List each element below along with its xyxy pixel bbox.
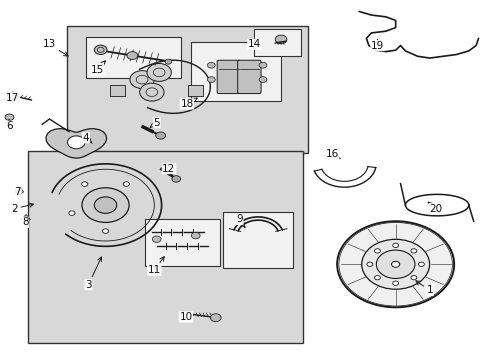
Bar [110, 85, 125, 96]
Bar [86, 37, 181, 78]
Circle shape [123, 182, 129, 186]
Circle shape [147, 63, 171, 81]
Circle shape [67, 136, 85, 149]
Circle shape [207, 62, 215, 68]
Text: 6: 6 [6, 120, 13, 131]
Circle shape [156, 132, 165, 139]
Circle shape [376, 250, 414, 279]
Bar [190, 42, 281, 101]
Circle shape [140, 83, 163, 101]
Text: 9: 9 [236, 215, 244, 228]
Text: 13: 13 [43, 40, 68, 56]
Circle shape [259, 77, 266, 82]
Text: 19: 19 [370, 40, 384, 50]
Circle shape [130, 71, 154, 89]
Circle shape [81, 182, 88, 186]
Circle shape [94, 45, 107, 54]
Circle shape [207, 77, 215, 82]
Circle shape [418, 262, 424, 266]
Circle shape [410, 249, 416, 253]
Text: 20: 20 [427, 202, 441, 214]
Bar [222, 212, 293, 268]
Text: 14: 14 [247, 40, 260, 49]
Circle shape [127, 51, 138, 59]
Polygon shape [21, 215, 30, 222]
FancyBboxPatch shape [217, 60, 240, 94]
Circle shape [374, 249, 380, 253]
Circle shape [69, 211, 75, 215]
Circle shape [361, 239, 429, 289]
Circle shape [8, 92, 18, 99]
Circle shape [392, 281, 398, 285]
Circle shape [410, 275, 416, 280]
Circle shape [366, 262, 372, 266]
Text: 4: 4 [82, 133, 92, 143]
Circle shape [82, 188, 129, 222]
Circle shape [102, 229, 108, 233]
Circle shape [191, 232, 200, 239]
Circle shape [152, 236, 161, 242]
Text: 16: 16 [325, 149, 340, 159]
Circle shape [392, 243, 398, 247]
Text: 8: 8 [22, 217, 28, 227]
Text: 12: 12 [162, 163, 175, 174]
Circle shape [5, 114, 14, 121]
Bar [66, 26, 307, 153]
Text: 11: 11 [147, 257, 164, 275]
Text: 10: 10 [179, 312, 193, 322]
Text: 15: 15 [90, 61, 105, 75]
Bar [27, 151, 303, 343]
Circle shape [374, 275, 380, 280]
Bar [144, 220, 220, 266]
Text: 2: 2 [11, 203, 34, 214]
Circle shape [259, 62, 266, 68]
Polygon shape [15, 187, 23, 195]
Circle shape [164, 59, 171, 64]
Text: 3: 3 [85, 257, 102, 290]
Circle shape [275, 35, 286, 44]
FancyBboxPatch shape [237, 60, 261, 94]
Text: 17: 17 [6, 93, 20, 103]
Bar [188, 85, 203, 96]
Polygon shape [46, 129, 106, 158]
Circle shape [210, 314, 221, 321]
Circle shape [391, 261, 399, 267]
Text: 18: 18 [180, 98, 197, 109]
Circle shape [94, 197, 117, 213]
Circle shape [171, 176, 180, 182]
Circle shape [336, 221, 453, 307]
Text: 1: 1 [415, 281, 432, 296]
Text: 5: 5 [150, 118, 160, 128]
Text: 7: 7 [15, 187, 21, 197]
Bar [254, 30, 300, 56]
